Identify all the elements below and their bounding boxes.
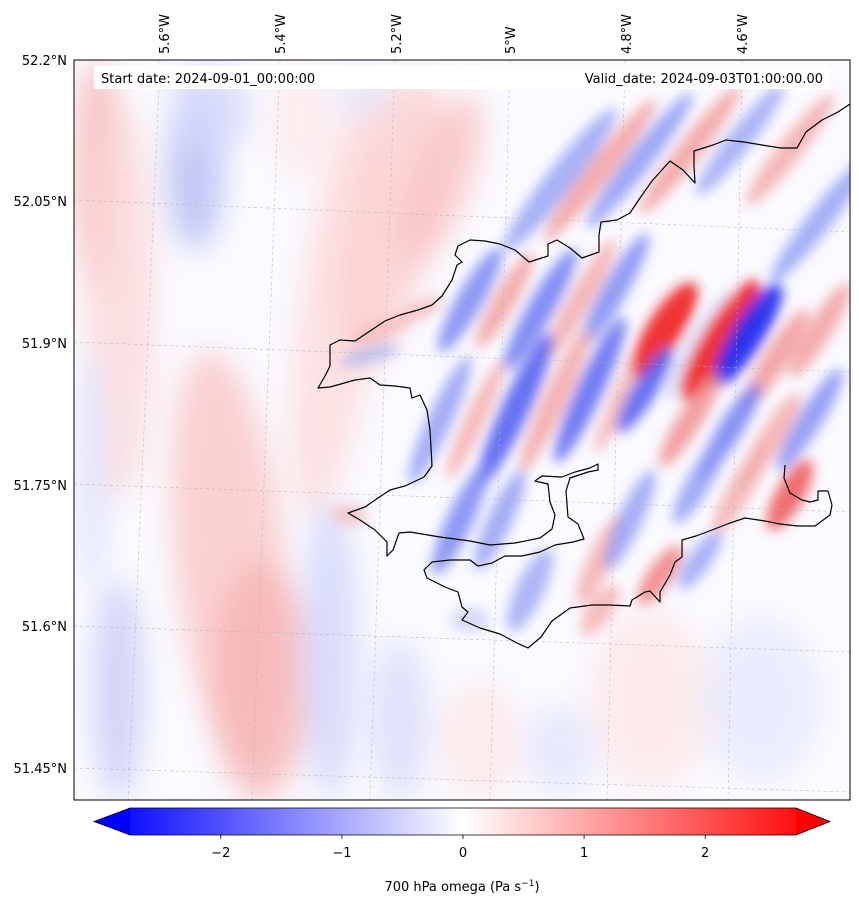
lon-label: 5.4°W [274, 14, 289, 54]
start-date-text: Start date: 2024-09-01_00:00:00 [101, 72, 315, 87]
header-box [94, 66, 830, 89]
colorbar-ticks: −2 −1 0 1 2 [211, 835, 709, 861]
map-panel [74, 60, 850, 800]
lat-label: 52.2°N [22, 54, 67, 69]
colorbar-label: 700 hPa omega (Pa s−1) [384, 879, 539, 895]
colorbar-tick-label: −1 [332, 846, 351, 861]
colorbar-label-exp: −1 [521, 879, 534, 889]
colorbar-label-close: ) [534, 880, 539, 895]
valid-date-text: Valid_date: 2024-09-03T01:00:00.00 [585, 72, 823, 87]
latitude-labels: 52.2°N 52.05°N 51.9°N 51.75°N 51.6°N 51.… [14, 54, 67, 777]
colorbar-extend-high [796, 808, 830, 835]
lat-label: 51.45°N [14, 762, 67, 777]
map-frame [73, 59, 851, 801]
longitude-labels: 5.6°W 5.4°W 5.2°W 5°W 4.8°W 4.6°W [158, 14, 751, 54]
colorbar-tick-label: 0 [459, 846, 467, 861]
colorbar-body [130, 808, 796, 835]
omega-field-smooth [74, 60, 820, 800]
colorbar-extend-low [94, 808, 130, 835]
colorbar-tick-label: 1 [580, 846, 588, 861]
lon-label: 4.8°W [620, 14, 635, 54]
lat-label: 51.9°N [22, 337, 67, 352]
colorbar: −2 −1 0 1 2 700 hPa omega (Pa s−1) [92, 807, 832, 895]
lat-label: 52.05°N [14, 195, 67, 210]
lat-label: 51.6°N [22, 620, 67, 635]
omega-field-banded [332, 84, 850, 636]
lon-label: 5.2°W [390, 14, 405, 54]
coastline [317, 103, 850, 649]
lat-label: 51.75°N [14, 479, 67, 494]
colorbar-label-main: 700 hPa omega (Pa s [384, 880, 521, 895]
lon-label: 4.6°W [736, 14, 751, 54]
lon-label: 5°W [504, 26, 519, 54]
colorbar-outline [92, 807, 832, 836]
colorbar-tick-label: −2 [211, 846, 230, 861]
colorbar-tick-label: 2 [701, 846, 709, 861]
lon-label: 5.6°W [158, 14, 173, 54]
